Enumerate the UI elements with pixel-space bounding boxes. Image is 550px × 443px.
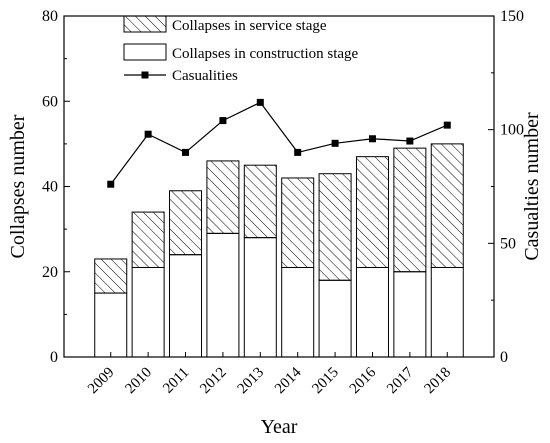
bar-construction-2009 xyxy=(94,292,128,358)
legend-swatch-casualties-marker xyxy=(141,71,149,79)
x-tick-label: 2009 xyxy=(85,365,118,398)
bar-service-2009 xyxy=(94,258,128,294)
casualties-point-2012 xyxy=(219,117,227,125)
casualties-point-2009 xyxy=(107,180,115,188)
plot-area xyxy=(94,98,464,358)
legend-label-casualties: Casualities xyxy=(172,68,238,84)
legend-swatch-construction xyxy=(123,43,167,61)
bar-construction-2010 xyxy=(131,266,165,358)
bar-construction-2012 xyxy=(206,232,240,358)
bar-service-2015 xyxy=(318,173,352,281)
x-axis-title: Year xyxy=(261,416,298,438)
casualties-point-2015 xyxy=(331,139,339,147)
y-tick-label: 80 xyxy=(42,8,58,25)
bar-construction-2011 xyxy=(169,254,203,358)
casualties-point-2017 xyxy=(406,137,414,145)
bar-construction-2017 xyxy=(393,271,427,358)
x-tick-label: 2015 xyxy=(309,365,342,398)
x-tick-label: 2011 xyxy=(160,365,192,397)
y2-tick-label: 150 xyxy=(500,8,524,25)
legend-label-construction: Collapses in construction stage xyxy=(172,46,359,62)
x-tick-label: 2018 xyxy=(422,365,455,398)
y2-tick-label: 100 xyxy=(500,122,524,139)
bar-service-2016 xyxy=(355,156,389,268)
legend-label-service: Collapses in service stage xyxy=(172,18,327,34)
legend: Collapses in service stage Collapses in c… xyxy=(123,15,359,84)
bar-construction-2014 xyxy=(281,266,315,358)
x-tick-label: 2010 xyxy=(122,365,155,398)
bar-service-2013 xyxy=(243,164,277,239)
bar-service-2018 xyxy=(430,143,464,268)
bar-construction-2016 xyxy=(355,266,389,358)
y-tick-label: 0 xyxy=(50,349,58,366)
y-axis-title: Collapses number xyxy=(7,114,29,258)
x-tick-label: 2012 xyxy=(197,365,230,398)
casualties-point-2018 xyxy=(443,121,451,129)
y-tick-label: 60 xyxy=(42,93,58,110)
casualties-point-2016 xyxy=(368,135,376,143)
bar-service-2011 xyxy=(169,190,203,256)
bar-construction-2018 xyxy=(430,266,464,358)
x-tick-label: 2014 xyxy=(272,364,305,397)
bar-service-2017 xyxy=(393,147,427,273)
y2-tick-label: 0 xyxy=(500,349,508,366)
bar-service-2014 xyxy=(281,177,315,268)
legend-swatch-service xyxy=(123,15,167,33)
plot-frame xyxy=(63,15,495,358)
bar-construction-2013 xyxy=(243,237,277,358)
casualties-point-2011 xyxy=(182,148,190,156)
x-tick-label: 2017 xyxy=(384,364,417,397)
y-tick-label: 40 xyxy=(42,179,58,196)
casualties-line xyxy=(110,101,448,185)
y-tick-label: 20 xyxy=(42,264,58,281)
y2-tick-label: 50 xyxy=(500,235,516,252)
bar-service-2012 xyxy=(206,160,240,234)
bar-service-2010 xyxy=(131,211,165,268)
x-tick-label: 2016 xyxy=(347,364,380,397)
casualties-point-2014 xyxy=(294,148,302,156)
y2-axis-title: Casualties number xyxy=(521,112,543,261)
casualties-point-2013 xyxy=(256,98,264,106)
x-tick-label: 2013 xyxy=(235,365,268,398)
casualties-point-2010 xyxy=(144,130,152,138)
bar-construction-2015 xyxy=(318,279,352,358)
